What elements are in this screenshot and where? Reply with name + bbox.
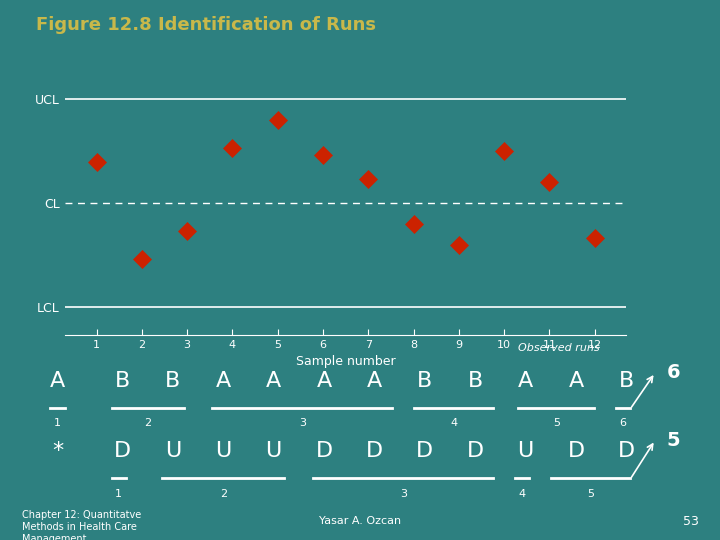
Text: D: D (416, 441, 433, 461)
Text: D: D (467, 441, 484, 461)
Text: Yasar A. Ozcan: Yasar A. Ozcan (319, 516, 401, 526)
Text: D: D (618, 441, 635, 461)
Text: 5: 5 (667, 430, 680, 450)
Text: A: A (518, 370, 534, 391)
Text: D: D (567, 441, 585, 461)
Text: U: U (266, 441, 282, 461)
Text: Figure 12.8 Identification of Runs: Figure 12.8 Identification of Runs (36, 16, 376, 34)
Text: U: U (215, 441, 231, 461)
Text: Observed runs: Observed runs (518, 343, 600, 353)
Text: U: U (165, 441, 181, 461)
Text: A: A (215, 370, 231, 391)
Text: D: D (366, 441, 383, 461)
Text: 4: 4 (450, 418, 457, 429)
Text: A: A (266, 370, 282, 391)
Text: A: A (50, 370, 66, 391)
Text: 2: 2 (144, 418, 151, 429)
Text: A: A (316, 370, 332, 391)
Text: 2: 2 (220, 489, 227, 499)
Text: D: D (114, 441, 131, 461)
Text: 1: 1 (115, 489, 122, 499)
Text: A: A (568, 370, 584, 391)
Text: B: B (618, 370, 634, 391)
Text: B: B (114, 370, 130, 391)
Text: B: B (467, 370, 483, 391)
Text: A: A (366, 370, 382, 391)
Text: *: * (52, 441, 63, 461)
Text: 3: 3 (400, 489, 407, 499)
Text: 53: 53 (683, 515, 698, 528)
Text: 1: 1 (54, 418, 61, 429)
Text: B: B (417, 370, 433, 391)
Text: 3: 3 (299, 418, 306, 429)
Text: U: U (518, 441, 534, 461)
Text: 6: 6 (619, 418, 626, 429)
Text: B: B (165, 370, 181, 391)
Text: 5: 5 (553, 418, 559, 429)
Text: D: D (315, 441, 333, 461)
Text: Chapter 12: Quantitatve
Methods in Health Care
Management: Chapter 12: Quantitatve Methods in Healt… (22, 510, 141, 540)
Text: 6: 6 (667, 363, 680, 382)
X-axis label: Sample number: Sample number (296, 355, 395, 368)
Text: 5: 5 (587, 489, 594, 499)
Text: 4: 4 (518, 489, 526, 499)
